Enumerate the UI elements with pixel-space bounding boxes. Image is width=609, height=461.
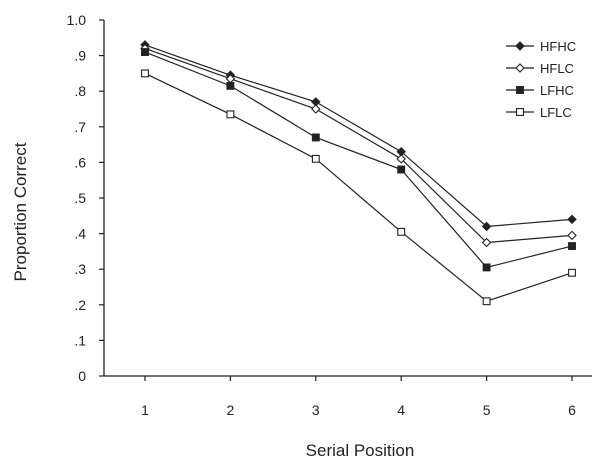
data-point-hfhc (567, 214, 577, 225)
data-point-lflc (141, 69, 149, 78)
series-line-hflc (144, 47, 573, 244)
legend-marker-hfhc (515, 41, 525, 51)
y-tick-label: .3 (74, 261, 86, 277)
data-point-lflc (311, 154, 320, 163)
data-point-lfhc (311, 133, 320, 142)
x-axis: 1 2 3 4 5 6 (104, 375, 592, 418)
data-point-lfhc (141, 48, 149, 56)
data-point-lflc (482, 297, 491, 306)
y-ticks: 0 .1 .2 .3 .4 .5 .6 .7 .8 .9 1.0 (67, 12, 104, 384)
legend-marker-hflc (515, 63, 525, 73)
y-axis: 0 .1 .2 .3 .4 .5 .6 .7 .8 .9 1.0 (67, 12, 105, 384)
x-axis-title: Serial Position (306, 441, 415, 460)
x-tick-label: 6 (568, 402, 576, 418)
legend-label-lflc: LFLC (540, 105, 572, 120)
legend-label-hflc: HFLC (540, 61, 574, 76)
legend-marker-lflc (516, 108, 524, 116)
y-tick-label: .6 (74, 154, 86, 170)
series-lflc (141, 69, 576, 306)
data-point-lflc (226, 110, 235, 119)
series-line-lflc (144, 72, 573, 302)
y-tick-label: 1.0 (67, 12, 87, 28)
legend-item-hfhc: HFHC (506, 39, 576, 54)
legend-label-lfhc: LFHC (540, 83, 574, 98)
series-line-hfhc (144, 44, 573, 228)
y-axis-title: Proportion Correct (11, 142, 30, 281)
legend: HFHC HFLC LFHC LFLC (506, 39, 576, 120)
data-point-hflc (311, 104, 321, 114)
x-ticks: 1 2 3 4 5 6 (141, 376, 576, 418)
y-tick-label: .2 (74, 297, 86, 313)
y-tick-label: .1 (74, 332, 86, 348)
series-lfhc (141, 48, 576, 272)
legend-marker-lfhc (516, 86, 524, 94)
data-point-hflc (481, 237, 492, 248)
data-point-lflc (568, 268, 576, 277)
series-hflc (140, 43, 577, 248)
legend-item-hflc: HFLC (506, 61, 574, 76)
legend-item-lflc: LFLC (506, 105, 572, 120)
data-point-lfhc (226, 81, 235, 90)
series-hfhc (140, 40, 577, 232)
data-point-lfhc (568, 242, 576, 251)
legend-label-hfhc: HFHC (540, 39, 576, 54)
x-tick-label: 1 (141, 402, 149, 418)
series-line-lfhc (144, 51, 573, 269)
y-tick-label: .5 (74, 190, 86, 206)
data-point-hflc (567, 230, 577, 241)
x-tick-label: 3 (312, 402, 320, 418)
data-point-lflc (397, 227, 406, 236)
data-point-hfhc (481, 221, 492, 232)
y-tick-label: .9 (74, 48, 86, 64)
y-tick-label: 0 (78, 368, 86, 384)
x-tick-label: 5 (483, 402, 491, 418)
x-tick-label: 4 (397, 402, 405, 418)
data-point-lfhc (397, 165, 406, 174)
data-point-lfhc (482, 263, 491, 272)
y-tick-label: .7 (74, 119, 86, 135)
y-tick-label: .4 (74, 226, 86, 242)
y-tick-label: .8 (74, 83, 86, 99)
data-point-hflc (396, 154, 406, 164)
x-tick-label: 2 (227, 402, 235, 418)
series-layer (140, 40, 577, 306)
legend-item-lfhc: LFHC (506, 83, 574, 98)
